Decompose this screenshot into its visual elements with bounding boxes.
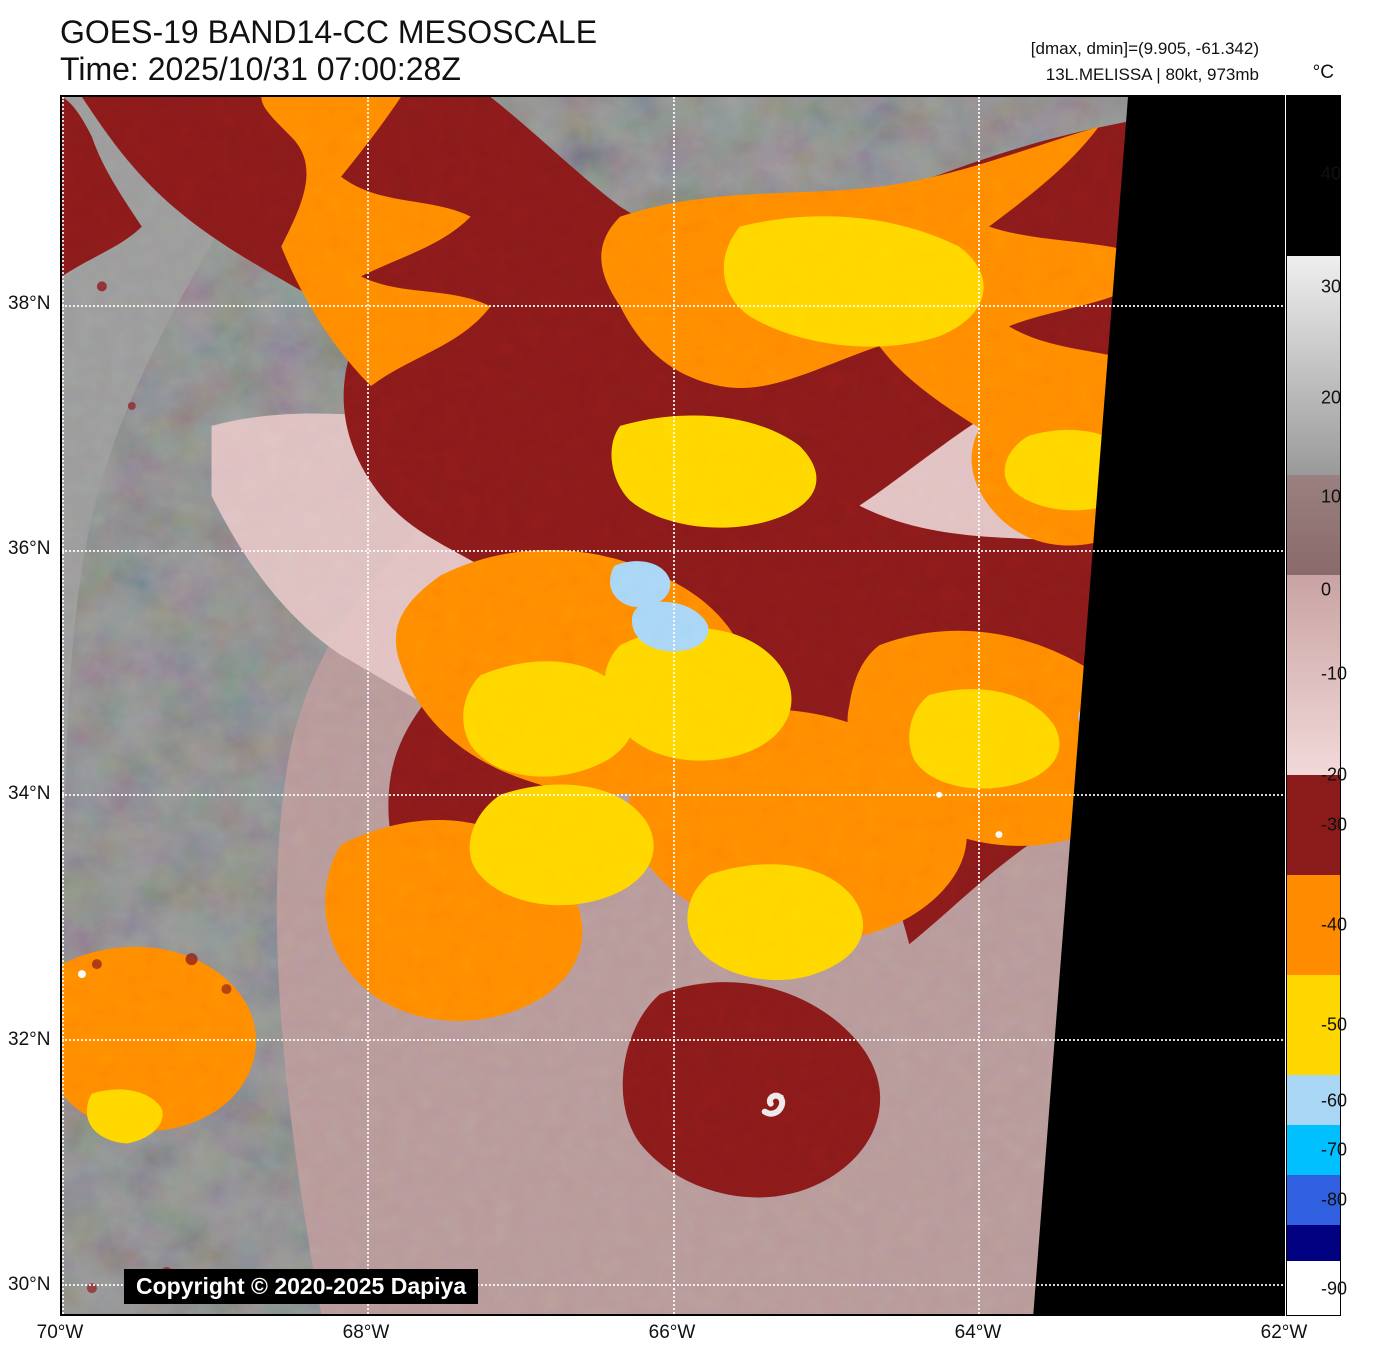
y-tick-label-4: 30°N [8, 1274, 50, 1296]
cb-tick-m40: -40 [1321, 915, 1347, 936]
gridline-38n [62, 305, 1285, 307]
cb-tick-m30: -30 [1321, 815, 1347, 836]
x-tick-label-0: 70°W [37, 1322, 84, 1344]
x-tick-label-1: 68°W [343, 1322, 390, 1344]
gridline-66w [673, 97, 675, 1316]
gridline-34n [62, 794, 1285, 796]
cb-tick-40: 40 [1321, 164, 1341, 185]
y-tick-label-0: 38°N [8, 293, 50, 315]
cb-tick-m50: -50 [1321, 1015, 1347, 1036]
gridline-62w [1283, 97, 1285, 1316]
cb-tick-0: 0 [1321, 579, 1331, 600]
gridline-36n [62, 550, 1285, 552]
dmax-dmin-text: [dmax, dmin]=(9.905, -61.342) [1031, 36, 1259, 62]
cb-tick-m70: -70 [1321, 1139, 1347, 1160]
x-tick-label-4: 62°W [1261, 1322, 1308, 1344]
x-tick-label-3: 64°W [955, 1322, 1002, 1344]
storm-info-text: 13L.MELISSA | 80kt, 973mb [1031, 62, 1259, 88]
cb-tick-m90: -90 [1321, 1279, 1347, 1300]
cb-tick-m60: -60 [1321, 1091, 1347, 1112]
gridline-32n [62, 1039, 1285, 1041]
y-tick-label-3: 32°N [8, 1029, 50, 1051]
cb-tick-m20: -20 [1321, 765, 1347, 786]
gridline-64w [978, 97, 980, 1316]
copyright-badge: Copyright © 2020-2025 Dapiya [124, 1269, 478, 1304]
satellite-map[interactable]: Copyright © 2020-2025 Dapiya [60, 95, 1285, 1316]
gridline-68w [367, 97, 369, 1316]
cb-tick-m10: -10 [1321, 663, 1347, 684]
x-tick-label-2: 66°W [649, 1322, 696, 1344]
gridline-70w [62, 97, 64, 1316]
y-tick-label-1: 36°N [8, 538, 50, 560]
y-tick-label-2: 34°N [8, 783, 50, 805]
cb-tick-10: 10 [1321, 486, 1341, 507]
header-right-info: [dmax, dmin]=(9.905, -61.342) 13L.MELISS… [1031, 36, 1259, 87]
cb-tick-m80: -80 [1321, 1190, 1347, 1211]
cb-tick-20: 20 [1321, 387, 1341, 408]
colorbar-labels: 40 30 20 10 0 -10 -20 -30 -40 -50 -60 -7… [1321, 95, 1381, 1316]
unit-label: °C [1313, 62, 1334, 84]
cb-tick-30: 30 [1321, 276, 1341, 297]
